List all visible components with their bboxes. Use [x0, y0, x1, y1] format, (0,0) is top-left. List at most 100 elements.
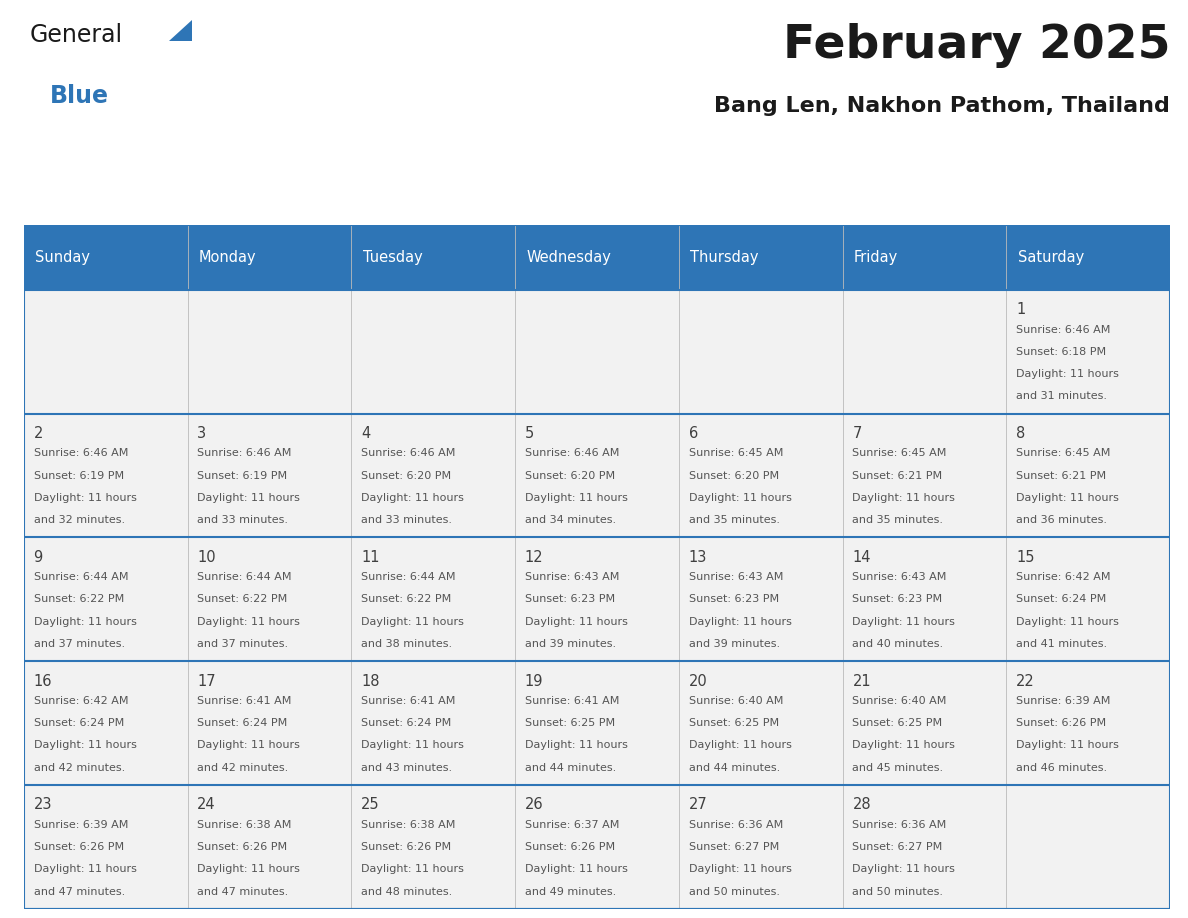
Text: Sunset: 6:23 PM: Sunset: 6:23 PM	[853, 594, 942, 604]
Text: 17: 17	[197, 674, 216, 688]
Text: Daylight: 11 hours: Daylight: 11 hours	[197, 617, 301, 627]
Text: and 39 minutes.: and 39 minutes.	[525, 639, 617, 649]
Text: 10: 10	[197, 550, 216, 565]
Text: Sunrise: 6:46 AM: Sunrise: 6:46 AM	[525, 448, 619, 458]
Text: Sunrise: 6:46 AM: Sunrise: 6:46 AM	[1016, 325, 1111, 334]
Bar	[24, 414, 188, 537]
Bar	[1006, 661, 1170, 785]
Text: Sunset: 6:26 PM: Sunset: 6:26 PM	[361, 842, 451, 852]
Text: Sunset: 6:24 PM: Sunset: 6:24 PM	[361, 718, 451, 728]
Text: and 37 minutes.: and 37 minutes.	[197, 639, 289, 649]
Text: Sunrise: 6:45 AM: Sunrise: 6:45 AM	[1016, 448, 1111, 458]
Text: and 40 minutes.: and 40 minutes.	[853, 639, 943, 649]
Text: 13: 13	[689, 550, 707, 565]
Text: 27: 27	[689, 798, 707, 812]
Text: Daylight: 11 hours: Daylight: 11 hours	[1016, 617, 1119, 627]
Text: Sunrise: 6:36 AM: Sunrise: 6:36 AM	[689, 820, 783, 830]
Text: and 49 minutes.: and 49 minutes.	[525, 887, 617, 897]
Bar	[24, 661, 188, 785]
Bar	[678, 414, 842, 537]
Text: 19: 19	[525, 674, 543, 688]
Text: Sunset: 6:24 PM: Sunset: 6:24 PM	[197, 718, 287, 728]
Text: Bang Len, Nakhon Pathom, Thailand: Bang Len, Nakhon Pathom, Thailand	[714, 96, 1170, 117]
Text: Sunrise: 6:44 AM: Sunrise: 6:44 AM	[197, 572, 292, 582]
Text: Daylight: 11 hours: Daylight: 11 hours	[197, 864, 301, 874]
Text: Sunrise: 6:45 AM: Sunrise: 6:45 AM	[853, 448, 947, 458]
Text: 15: 15	[1016, 550, 1035, 565]
Text: 24: 24	[197, 798, 216, 812]
Bar	[24, 785, 188, 909]
Text: Sunrise: 6:38 AM: Sunrise: 6:38 AM	[361, 820, 455, 830]
Bar	[1006, 537, 1170, 661]
Text: Tuesday: Tuesday	[362, 250, 423, 265]
Text: Sunrise: 6:43 AM: Sunrise: 6:43 AM	[689, 572, 783, 582]
Bar	[1006, 785, 1170, 909]
Bar	[842, 414, 1006, 537]
Bar	[842, 537, 1006, 661]
Text: Sunset: 6:22 PM: Sunset: 6:22 PM	[361, 594, 451, 604]
Bar	[516, 785, 678, 909]
Bar	[1006, 414, 1170, 537]
Bar	[24, 225, 188, 290]
Bar	[188, 290, 352, 414]
Text: 11: 11	[361, 550, 380, 565]
Text: Sunrise: 6:46 AM: Sunrise: 6:46 AM	[361, 448, 455, 458]
Text: Sunset: 6:26 PM: Sunset: 6:26 PM	[1016, 718, 1106, 728]
Text: and 42 minutes.: and 42 minutes.	[33, 763, 125, 773]
Text: and 45 minutes.: and 45 minutes.	[853, 763, 943, 773]
Text: and 48 minutes.: and 48 minutes.	[361, 887, 453, 897]
Text: Sunrise: 6:39 AM: Sunrise: 6:39 AM	[33, 820, 128, 830]
Text: Sunrise: 6:46 AM: Sunrise: 6:46 AM	[197, 448, 292, 458]
Text: Daylight: 11 hours: Daylight: 11 hours	[689, 617, 791, 627]
Bar	[516, 290, 678, 414]
Text: Sunset: 6:18 PM: Sunset: 6:18 PM	[1016, 347, 1106, 357]
Text: 6: 6	[689, 426, 697, 441]
Text: Daylight: 11 hours: Daylight: 11 hours	[689, 741, 791, 751]
Bar	[188, 661, 352, 785]
Bar	[352, 414, 516, 537]
Text: 16: 16	[33, 674, 52, 688]
Text: 21: 21	[853, 674, 871, 688]
Text: and 39 minutes.: and 39 minutes.	[689, 639, 779, 649]
Text: Daylight: 11 hours: Daylight: 11 hours	[1016, 493, 1119, 503]
Text: Daylight: 11 hours: Daylight: 11 hours	[525, 493, 627, 503]
Text: Daylight: 11 hours: Daylight: 11 hours	[197, 741, 301, 751]
Bar	[842, 661, 1006, 785]
Bar	[352, 661, 516, 785]
Text: Sunrise: 6:44 AM: Sunrise: 6:44 AM	[361, 572, 456, 582]
Bar	[516, 537, 678, 661]
Text: Sunset: 6:22 PM: Sunset: 6:22 PM	[33, 594, 124, 604]
Bar	[1006, 290, 1170, 414]
Bar	[1006, 225, 1170, 290]
Text: and 46 minutes.: and 46 minutes.	[1016, 763, 1107, 773]
Bar	[188, 785, 352, 909]
Text: Daylight: 11 hours: Daylight: 11 hours	[853, 493, 955, 503]
Text: and 35 minutes.: and 35 minutes.	[689, 515, 779, 525]
Text: Sunset: 6:19 PM: Sunset: 6:19 PM	[33, 471, 124, 481]
Bar	[842, 785, 1006, 909]
Text: and 50 minutes.: and 50 minutes.	[689, 887, 779, 897]
Text: Daylight: 11 hours: Daylight: 11 hours	[33, 741, 137, 751]
Text: 3: 3	[197, 426, 207, 441]
Text: Daylight: 11 hours: Daylight: 11 hours	[1016, 741, 1119, 751]
Text: Daylight: 11 hours: Daylight: 11 hours	[361, 493, 465, 503]
Text: 25: 25	[361, 798, 380, 812]
Text: and 47 minutes.: and 47 minutes.	[33, 887, 125, 897]
Text: Wednesday: Wednesday	[526, 250, 612, 265]
Text: Sunset: 6:26 PM: Sunset: 6:26 PM	[33, 842, 124, 852]
Text: Daylight: 11 hours: Daylight: 11 hours	[197, 493, 301, 503]
Text: Sunset: 6:25 PM: Sunset: 6:25 PM	[853, 718, 942, 728]
Text: and 35 minutes.: and 35 minutes.	[853, 515, 943, 525]
Text: and 36 minutes.: and 36 minutes.	[1016, 515, 1107, 525]
Text: Sunrise: 6:45 AM: Sunrise: 6:45 AM	[689, 448, 783, 458]
Text: Daylight: 11 hours: Daylight: 11 hours	[361, 864, 465, 874]
Text: Saturday: Saturday	[1018, 250, 1085, 265]
Text: Sunset: 6:23 PM: Sunset: 6:23 PM	[525, 594, 615, 604]
Text: Sunday: Sunday	[36, 250, 90, 265]
Text: Sunrise: 6:38 AM: Sunrise: 6:38 AM	[197, 820, 292, 830]
Text: Sunrise: 6:41 AM: Sunrise: 6:41 AM	[197, 696, 292, 706]
Bar	[188, 537, 352, 661]
Text: Sunrise: 6:41 AM: Sunrise: 6:41 AM	[361, 696, 455, 706]
Text: and 47 minutes.: and 47 minutes.	[197, 887, 289, 897]
Text: 18: 18	[361, 674, 380, 688]
